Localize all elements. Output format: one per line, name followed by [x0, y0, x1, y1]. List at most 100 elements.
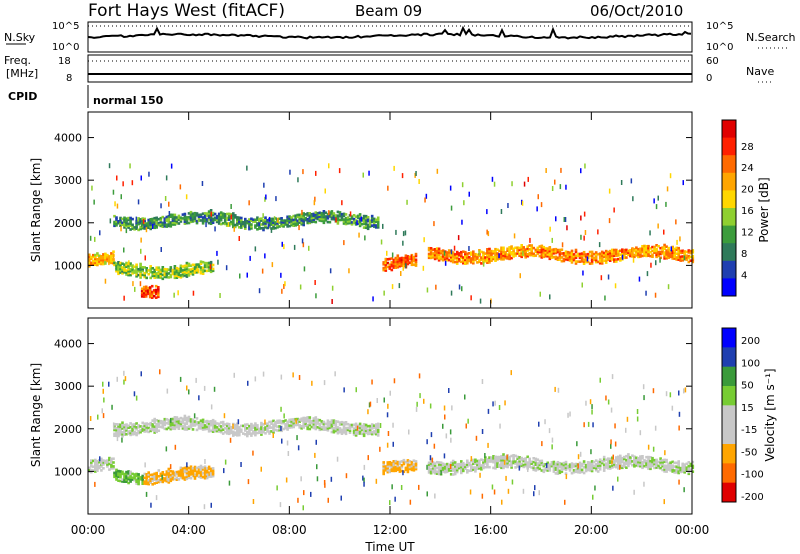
echo-cell [596, 470, 600, 473]
echo-cell [88, 253, 91, 257]
echo-speck [599, 377, 601, 383]
echo-cell [474, 468, 477, 471]
echo-cell [336, 220, 340, 223]
echo-cell [586, 466, 590, 470]
echo-cell [441, 251, 445, 254]
echo-cell [590, 260, 594, 263]
echo-cell [169, 424, 173, 427]
echo-cell [292, 420, 295, 423]
echo-cell [520, 458, 523, 462]
echo-cell [451, 251, 455, 254]
echo-cell [90, 461, 93, 464]
echo-cell [181, 274, 185, 278]
echo-speck [591, 404, 593, 410]
echo-speck [435, 284, 437, 290]
echo-cell [250, 227, 253, 230]
echo-cell [292, 425, 295, 429]
echo-cell [119, 470, 122, 473]
echo-cell [221, 222, 225, 225]
echo-speck [277, 217, 279, 223]
echo-cell [137, 219, 140, 222]
echo-cell [396, 256, 400, 259]
echo-cell [560, 468, 564, 471]
echo-speck [284, 281, 286, 287]
echo-speck [440, 470, 442, 476]
echo-cell [394, 469, 398, 473]
echo-speck [508, 254, 510, 260]
echo-cell [390, 465, 394, 469]
echo-cell [252, 218, 255, 221]
echo-cell [392, 258, 396, 262]
echo-cell [568, 463, 572, 466]
echo-cell [427, 252, 431, 256]
echo-cell [659, 246, 662, 250]
echo-cell [578, 469, 582, 472]
echo-cell [437, 249, 441, 252]
echo-cell [677, 246, 680, 250]
echo-speck [510, 370, 512, 376]
echo-cell [582, 254, 586, 258]
echo-cell [215, 218, 219, 222]
echo-cell [340, 420, 344, 424]
echo-cell [524, 462, 527, 466]
echo-cell [330, 217, 334, 221]
echo-cell [346, 218, 350, 221]
echo-speck [646, 271, 649, 277]
echo-cell [392, 460, 396, 463]
echo-cell [137, 220, 140, 224]
echo-cell [123, 429, 126, 433]
echo-cell [262, 228, 265, 232]
echo-cell [566, 258, 570, 262]
echo-cell [153, 472, 156, 476]
echo-speck [683, 487, 685, 493]
echo-cell [314, 416, 318, 419]
echo-cell [260, 433, 263, 436]
echo-speck [614, 283, 617, 289]
echo-cell [548, 255, 552, 259]
echo-speck [666, 186, 669, 192]
echo-cell [500, 455, 503, 458]
echo-cell [320, 420, 324, 423]
echo-cell [623, 250, 626, 254]
echo-cell [113, 422, 116, 426]
echo-cell [472, 466, 475, 469]
echo-cell [637, 464, 640, 468]
echo-cell [125, 225, 128, 228]
echo-cell [195, 219, 199, 223]
echo-cell [143, 273, 146, 277]
echo-cell [280, 218, 283, 222]
colorbar-tick-label: 28 [741, 142, 754, 153]
echo-speck [296, 435, 298, 441]
echo-cell [386, 258, 390, 261]
echo-cell [439, 250, 443, 253]
echo-cell [370, 425, 374, 428]
echo-cell [619, 249, 622, 253]
echo-cell [115, 478, 118, 481]
echo-cell [530, 244, 533, 247]
echo-cell [608, 459, 612, 463]
echo-cell [508, 459, 511, 463]
echo-cell [464, 465, 467, 469]
echo-cell [443, 470, 447, 474]
echo-cell [480, 468, 483, 471]
echo-cell [139, 222, 142, 225]
echo-cell [320, 213, 324, 217]
echo-speck [367, 455, 369, 461]
echo-cell [171, 472, 175, 475]
echo-cell [153, 222, 156, 226]
echo-cell [500, 466, 503, 470]
echo-cell [633, 253, 636, 257]
echo-speck [247, 479, 250, 485]
echo-cell [663, 470, 666, 473]
echo-cell [308, 213, 312, 217]
echo-speck [679, 236, 681, 242]
echo-cell [262, 423, 265, 426]
echo-cell [382, 261, 385, 264]
echo-cell [179, 264, 183, 268]
echo-cell [139, 476, 142, 479]
echo-cell [94, 468, 97, 471]
echo-cell [286, 223, 289, 226]
echo-cell [266, 219, 269, 222]
echo-speck [368, 402, 371, 408]
echo-cell [689, 464, 693, 468]
